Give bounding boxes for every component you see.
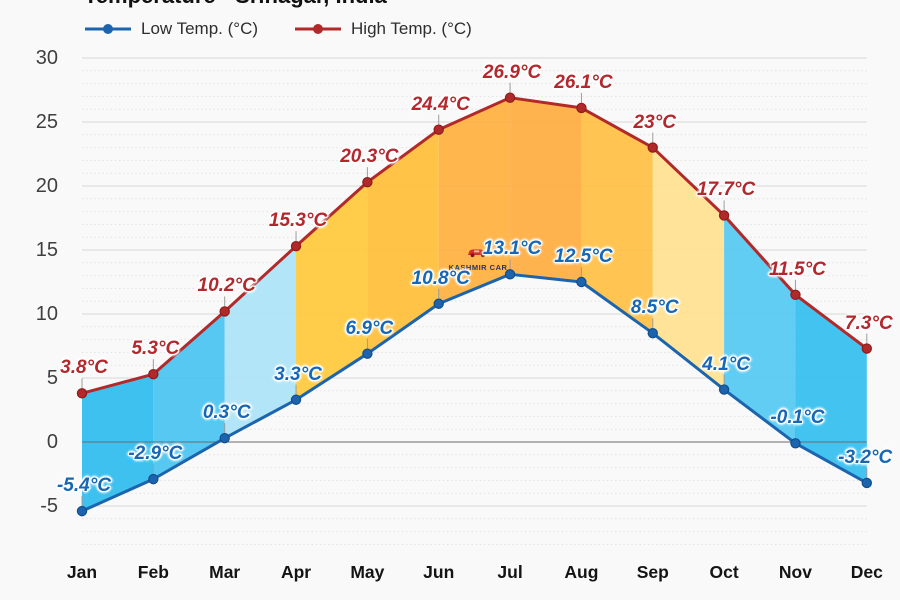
x-axis-month-label: Nov [778, 562, 812, 582]
data-label: 13.1°C [482, 238, 542, 260]
data-point[interactable] [219, 432, 230, 444]
data-point[interactable] [76, 388, 88, 399]
x-axis-month-label: Oct [709, 562, 739, 582]
x-axis-month-label: Jul [497, 562, 523, 582]
legend-item-high[interactable]: High Temp. (°C) [294, 19, 472, 39]
data-label: 11.5°C [769, 258, 826, 280]
temperature-band [724, 215, 796, 444]
x-axis-month-label: Mar [209, 562, 241, 582]
series-line [81, 272, 868, 513]
data-label: -0.1°C [770, 407, 825, 429]
data-point[interactable] [718, 384, 730, 395]
data-point[interactable] [433, 124, 444, 135]
data-label: 7.3°C [844, 312, 893, 334]
x-axis-month-label: Jan [66, 562, 98, 582]
legend-marker-icon [295, 24, 342, 34]
data-point[interactable] [647, 142, 658, 153]
data-label: 8.5°C [630, 297, 679, 319]
x-axis-month-label: Sep [636, 562, 669, 582]
data-point[interactable] [790, 438, 801, 449]
legend-label: High Temp. (°C) [351, 19, 472, 38]
data-point[interactable] [576, 276, 587, 288]
temperature-band [224, 246, 297, 439]
data-point[interactable] [362, 348, 373, 359]
data-label: 17.7°C [696, 179, 756, 201]
data-label: 10.2°C [197, 275, 256, 297]
data-label: 4.1°C [702, 353, 750, 375]
legend: Low Temp. (°C) High Temp. (°C) [84, 19, 472, 39]
data-label: 15.3°C [268, 210, 328, 232]
x-axis-month-label: Aug [564, 562, 599, 582]
data-point[interactable] [219, 306, 230, 317]
temperature-band [795, 294, 867, 483]
data-label: 26.9°C [482, 61, 542, 83]
data-label: 24.4°C [411, 93, 470, 115]
x-axis-month-label: Jun [423, 562, 455, 582]
series-line [81, 96, 868, 395]
data-label: -2.9°C [128, 443, 183, 465]
x-axis-month-label: Apr [280, 562, 312, 582]
data-point[interactable] [148, 368, 159, 380]
data-point[interactable] [504, 269, 516, 280]
data-point[interactable] [576, 102, 587, 114]
y-axis-tick-label: 20 [35, 175, 58, 197]
data-point[interactable] [148, 473, 159, 485]
x-axis-month-label: May [350, 562, 385, 582]
data-label: 6.9°C [345, 317, 394, 339]
temperature-band [296, 182, 368, 400]
temperature-band [510, 97, 582, 283]
data-label: 12.5°C [554, 246, 613, 267]
data-label: 23°C [633, 111, 676, 133]
y-axis-tick-label: 15 [35, 239, 58, 261]
y-axis-tick-label: 30 [35, 47, 58, 69]
data-point[interactable] [647, 328, 658, 339]
chart-title: Temperature - Srinagar, India [84, 0, 387, 9]
x-axis-month-label: Dec [850, 562, 883, 582]
car-icon [468, 249, 488, 258]
x-axis-month-label: Feb [137, 562, 169, 582]
data-label: 10.8°C [411, 267, 470, 289]
data-label: 3.8°C [60, 357, 108, 379]
data-label: 0.3°C [202, 402, 251, 424]
legend-label: Low Temp. (°C) [141, 19, 259, 38]
y-axis-tick-label: -5 [40, 495, 58, 517]
data-label: 3.3°C [274, 363, 322, 385]
data-point[interactable] [290, 394, 302, 405]
temperature-band [367, 129, 439, 354]
data-point[interactable] [718, 210, 730, 221]
data-label: 5.3°C [131, 338, 180, 360]
y-axis-tick-label: 10 [35, 303, 58, 325]
data-point[interactable] [362, 176, 373, 188]
data-point[interactable] [504, 92, 516, 103]
data-point[interactable] [290, 240, 302, 252]
temperature-band [82, 374, 154, 512]
y-axis-tick-label: 5 [46, 367, 58, 389]
y-axis-tick-label: 0 [46, 431, 58, 453]
data-point[interactable] [790, 289, 801, 300]
watermark: KASHMIR CAR [440, 245, 516, 272]
legend-item-low[interactable]: Low Temp. (°C) [84, 19, 258, 39]
temperature-band [652, 147, 725, 390]
data-label: 26.1°C [554, 71, 613, 93]
legend-marker-icon [85, 24, 131, 34]
temperature-band [581, 107, 653, 334]
temperature-band [438, 97, 511, 304]
data-point[interactable] [76, 505, 88, 517]
data-label: -5.4°C [56, 475, 112, 497]
watermark-text: KASHMIR CAR [448, 263, 508, 272]
data-point[interactable] [861, 343, 873, 354]
data-label: -3.2°C [838, 446, 893, 468]
data-point[interactable] [861, 477, 873, 489]
data-label: 20.3°C [340, 146, 399, 168]
data-point[interactable] [433, 298, 444, 309]
y-axis-tick-label: 25 [35, 111, 58, 133]
temperature-band [153, 311, 225, 480]
